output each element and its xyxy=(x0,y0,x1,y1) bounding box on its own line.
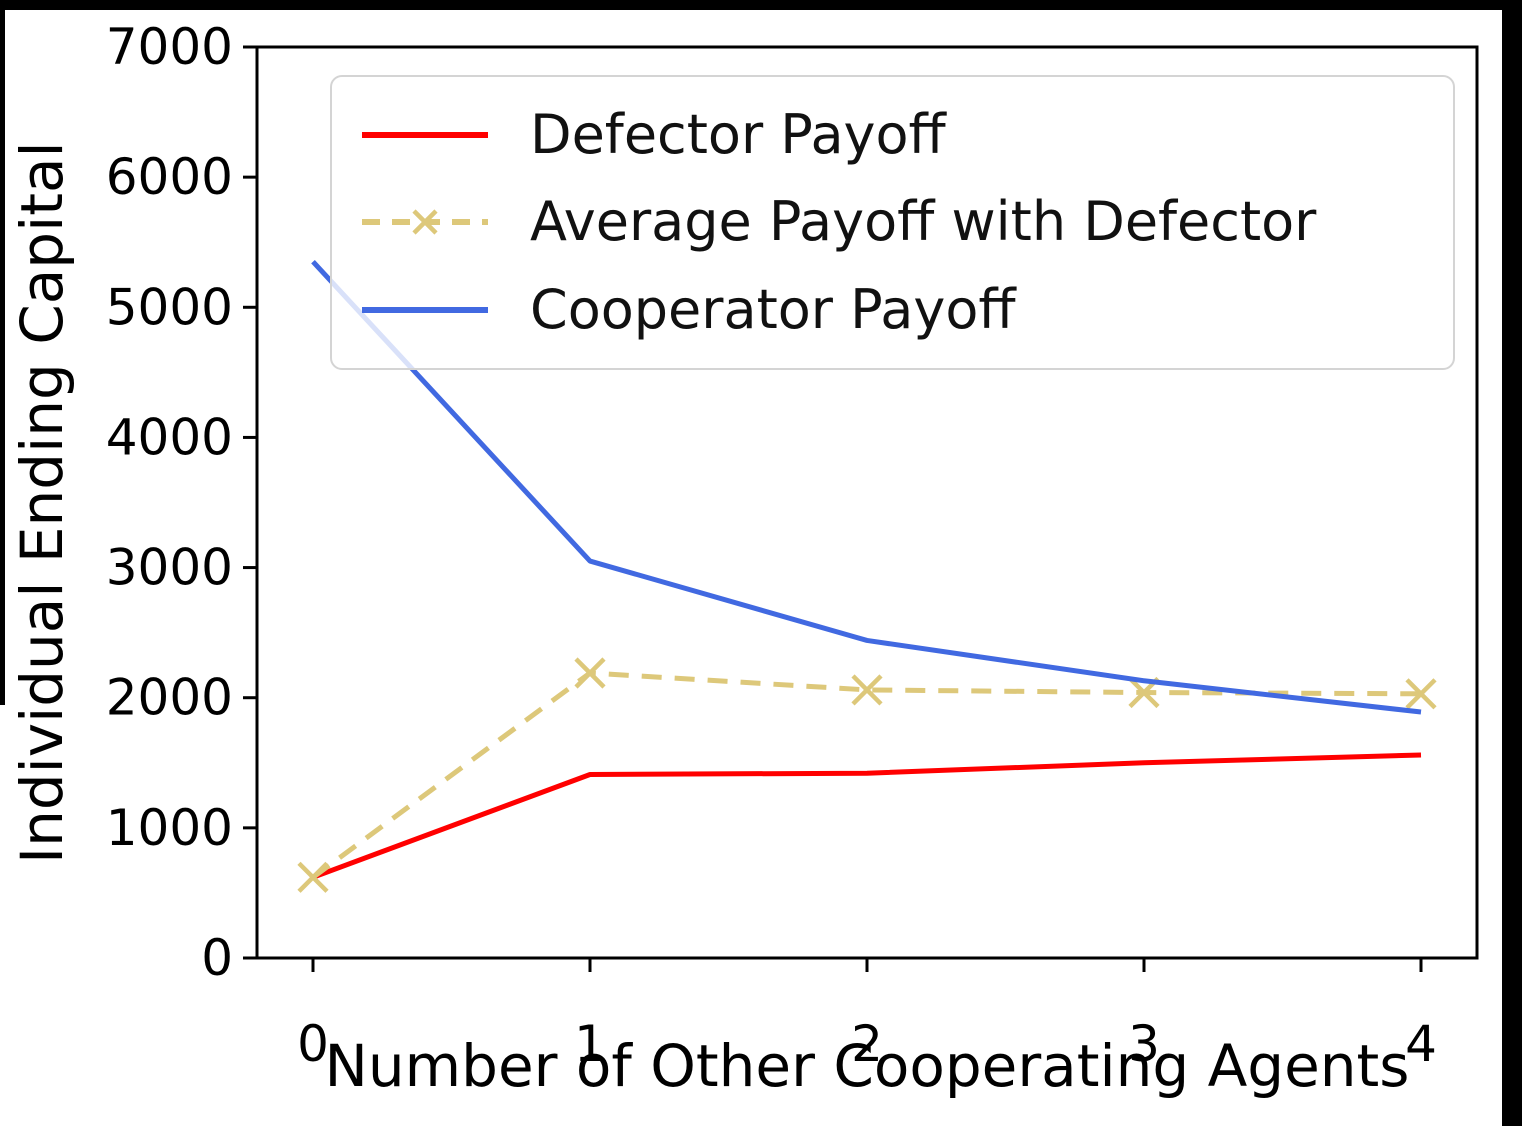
screenshot-border-left xyxy=(0,0,5,705)
screenshot-border-right xyxy=(1502,0,1522,1126)
x-tick-label: 0 xyxy=(297,1015,329,1073)
screenshot-border-top xyxy=(0,0,1522,10)
y-tick-label: 0 xyxy=(201,929,233,987)
series-line-2 xyxy=(311,260,1422,715)
legend-item-2: Cooperator Payoff xyxy=(360,283,1425,337)
legend-label-1: Average Payoff with Defector xyxy=(530,190,1317,254)
legend-label-0: Defector Payoff xyxy=(530,102,946,166)
legend-item-1: Average Payoff with Defector xyxy=(360,195,1425,249)
x-axis-title: Number of Other Cooperating Agents xyxy=(324,1032,1410,1100)
y-tick-label: 6000 xyxy=(106,148,233,206)
legend-swatch-2 xyxy=(362,307,488,314)
x-tick-label: 3 xyxy=(1128,1015,1160,1073)
series-marker-x xyxy=(1405,678,1437,710)
legend-item-0: Defector Payoff xyxy=(360,102,1425,166)
y-axis-title: Individual Ending Capital xyxy=(8,141,76,864)
y-tick-label: 5000 xyxy=(106,278,233,336)
legend: Defector Payoff Average Payoff with Defec… xyxy=(330,75,1455,370)
y-tick-label: 1000 xyxy=(106,799,233,857)
x-tick-label: 2 xyxy=(851,1015,883,1073)
legend-swatch-0 xyxy=(362,131,488,138)
series-marker-x xyxy=(851,674,883,706)
x-tick-label: 1 xyxy=(574,1015,606,1073)
legend-swatch-1 xyxy=(362,209,488,236)
y-tick-label: 3000 xyxy=(106,539,233,597)
series-marker-x xyxy=(297,861,329,893)
legend-label-2: Cooperator Payoff xyxy=(530,278,1016,342)
series-marker-x xyxy=(574,657,606,689)
y-tick-label: 4000 xyxy=(106,408,233,466)
y-tick-label: 2000 xyxy=(106,669,233,727)
y-tick-label: 7000 xyxy=(106,18,233,76)
series-line-0 xyxy=(312,752,1422,880)
x-tick-label: 4 xyxy=(1405,1015,1437,1073)
